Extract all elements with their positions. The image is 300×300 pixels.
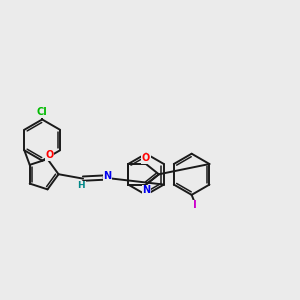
- Text: O: O: [45, 150, 53, 160]
- Text: O: O: [142, 153, 150, 164]
- Text: H: H: [77, 182, 85, 190]
- Text: Cl: Cl: [37, 107, 47, 117]
- Text: N: N: [103, 171, 112, 181]
- Text: I: I: [193, 200, 197, 211]
- Text: N: N: [142, 185, 150, 195]
